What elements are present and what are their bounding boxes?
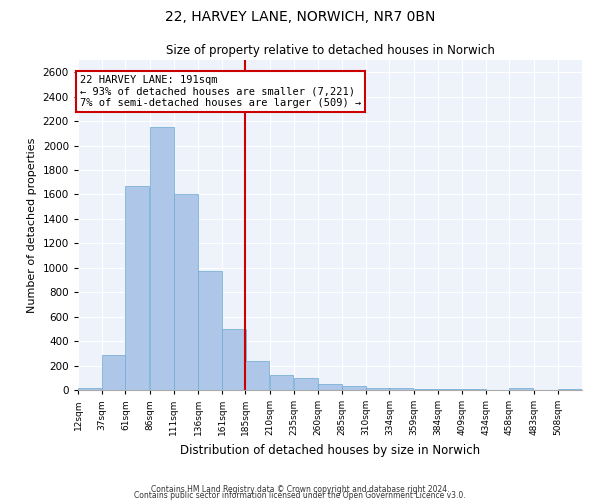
Bar <box>509 388 533 390</box>
Bar <box>389 388 413 390</box>
Text: Contains HM Land Registry data © Crown copyright and database right 2024.: Contains HM Land Registry data © Crown c… <box>151 484 449 494</box>
Text: 22 HARVEY LANE: 191sqm
← 93% of detached houses are smaller (7,221)
7% of semi-d: 22 HARVEY LANE: 191sqm ← 93% of detached… <box>80 74 361 108</box>
Bar <box>125 186 149 390</box>
Bar <box>558 389 582 390</box>
Text: 22, HARVEY LANE, NORWICH, NR7 0BN: 22, HARVEY LANE, NORWICH, NR7 0BN <box>165 10 435 24</box>
Y-axis label: Number of detached properties: Number of detached properties <box>27 138 37 312</box>
Bar <box>413 389 437 390</box>
Bar <box>269 376 293 390</box>
Bar <box>222 329 246 390</box>
Bar <box>198 272 222 390</box>
Bar <box>342 386 366 390</box>
Text: Contains public sector information licensed under the Open Government Licence v3: Contains public sector information licen… <box>134 490 466 500</box>
Bar <box>102 354 126 390</box>
Bar <box>366 388 390 390</box>
Bar <box>78 388 102 390</box>
Title: Size of property relative to detached houses in Norwich: Size of property relative to detached ho… <box>166 44 494 58</box>
Bar <box>149 127 173 390</box>
Bar <box>294 378 317 390</box>
Bar <box>174 194 198 390</box>
X-axis label: Distribution of detached houses by size in Norwich: Distribution of detached houses by size … <box>180 444 480 456</box>
Bar <box>318 384 342 390</box>
Bar <box>245 360 269 390</box>
